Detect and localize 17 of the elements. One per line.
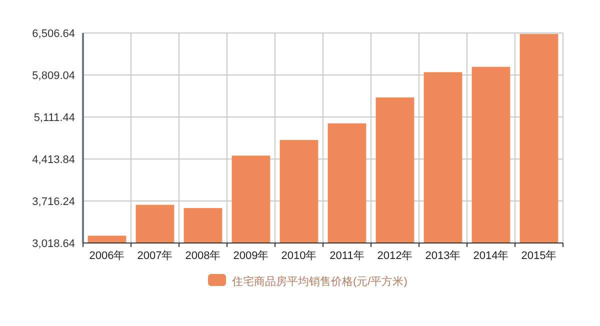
y-tick-label: 3,716.24 (32, 196, 75, 208)
x-tick-label: 2009年 (233, 250, 269, 262)
x-tick-label: 2014年 (473, 250, 509, 262)
x-tick-label: 2007年 (137, 250, 173, 262)
x-tick-label: 2006年 (89, 250, 125, 262)
x-tick-label: 2015年 (521, 250, 557, 262)
y-tick-label: 4,413.84 (32, 154, 75, 166)
y-tick-label: 3,018.64 (32, 238, 75, 250)
y-tick-label: 5,111.44 (34, 112, 75, 124)
x-tick-label: 2010年 (281, 250, 317, 262)
legend-label: 住宅商品房平均销售价格(元/平方米) (232, 275, 408, 288)
y-tick-label: 5,809.04 (32, 70, 75, 82)
x-tick-label: 2012年 (377, 250, 413, 262)
x-tick-label: 2013年 (425, 250, 461, 262)
x-tick-label: 2008年 (185, 250, 221, 262)
x-tick-label: 2011年 (330, 250, 364, 262)
y-tick-label: 6,506.64 (32, 28, 75, 40)
